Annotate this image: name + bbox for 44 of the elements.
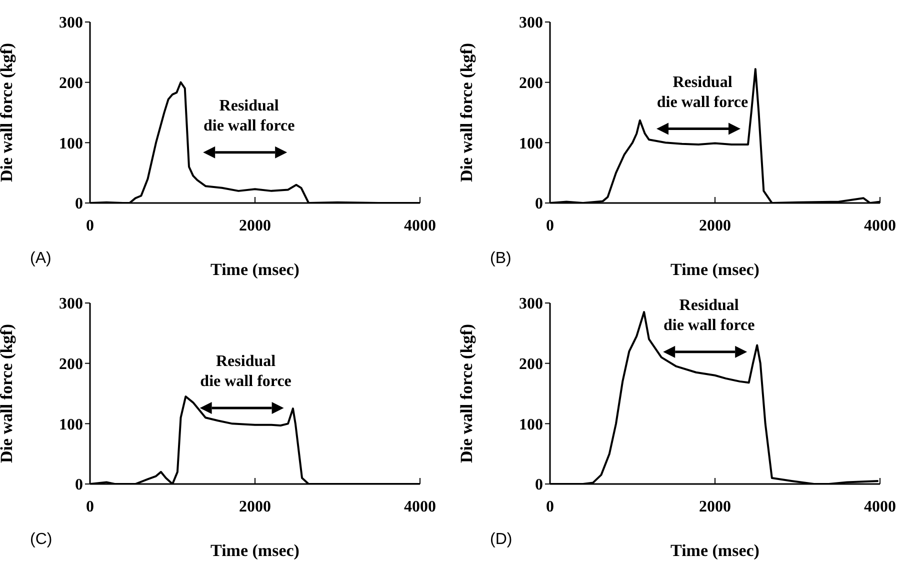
x-tick-label: 2000 [239, 498, 271, 516]
y-tick-label: 300 [519, 14, 543, 32]
annotation: Residual die wall force [203, 97, 295, 134]
x-tick-label: 4000 [404, 498, 436, 516]
y-tick-label: 300 [59, 296, 83, 313]
x-tick-label: 4000 [404, 217, 436, 234]
y-tick-label: 0 [535, 196, 543, 213]
y-tick-label: 200 [59, 75, 83, 92]
y-tick-label: 100 [519, 135, 543, 152]
y-tick-label: 200 [519, 356, 543, 374]
x-tick-label: 0 [86, 498, 94, 516]
text: (D) [490, 531, 512, 548]
y-tick-label: 100 [519, 416, 543, 434]
y-tick-label: 0 [535, 476, 543, 494]
x-axis-title: Time (msec) [210, 260, 300, 279]
y-tick-label: 0 [75, 196, 83, 213]
y-tick-label: 300 [59, 14, 83, 32]
text: (A) [30, 250, 52, 267]
x-tick-label: 4000 [864, 498, 896, 516]
x-axis-title: Time (msec) [670, 260, 760, 279]
y-tick-label: 100 [59, 416, 83, 434]
y-axis-title: Die wall force (kgf) [457, 43, 476, 182]
y-tick-label: 100 [59, 135, 83, 152]
y-tick-label: 200 [519, 75, 543, 92]
annotation: Residual die wall force [200, 352, 292, 390]
annotation: Residual die wall force [656, 74, 748, 111]
x-tick-label: 2000 [699, 498, 731, 516]
x-tick-label: 4000 [864, 217, 896, 234]
y-tick-label: 0 [75, 476, 83, 494]
annotation: Residual die wall force [663, 296, 755, 334]
y-axis-title: Die wall force (kgf) [0, 324, 16, 463]
x-axis-title: Time (msec) [210, 541, 300, 560]
x-axis-title: Time (msec) [670, 541, 760, 560]
y-tick-label: 300 [519, 296, 543, 313]
x-tick-label: 2000 [699, 217, 731, 234]
y-axis-title: Die wall force (kgf) [0, 43, 16, 182]
x-tick-label: 0 [546, 498, 554, 516]
text: (B) [490, 250, 512, 267]
x-tick-label: 2000 [239, 217, 271, 234]
y-axis-title: Die wall force (kgf) [457, 324, 476, 463]
x-tick-label: 0 [546, 217, 554, 234]
x-tick-label: 0 [86, 217, 94, 234]
text: (C) [30, 531, 52, 548]
y-tick-label: 200 [59, 356, 83, 374]
